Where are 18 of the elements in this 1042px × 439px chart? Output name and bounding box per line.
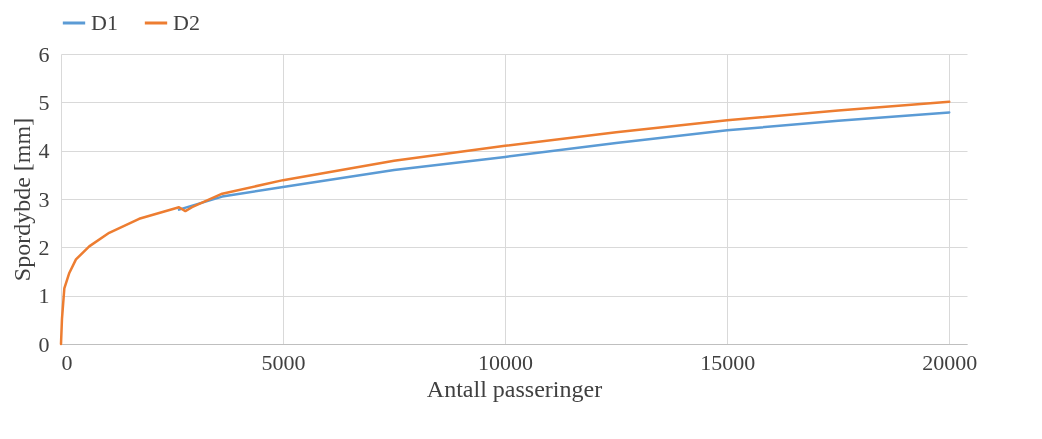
x-axis-title: Antall passeringer <box>426 375 603 402</box>
x-tick-label: 10000 <box>478 349 534 375</box>
x-tick-label: 20000 <box>922 349 978 375</box>
x-tick-label: 15000 <box>700 349 756 375</box>
legend-label: D1 <box>91 10 118 35</box>
line-series <box>59 100 951 346</box>
y-tick-label: 6 <box>38 41 50 67</box>
y-tick-label: 5 <box>38 89 50 115</box>
y-tick-label: 4 <box>38 138 50 164</box>
line-series <box>177 111 951 211</box>
y-axis-title: Spordybde [mm] <box>8 117 35 282</box>
legend-label: D2 <box>173 10 200 35</box>
y-tick-label: 2 <box>38 234 50 260</box>
x-tick-label: 0 <box>61 349 73 375</box>
y-tick-label: 3 <box>38 186 50 212</box>
y-tick-label: 0 <box>38 331 50 357</box>
x-tick-label: 5000 <box>261 349 306 375</box>
y-tick-label: 1 <box>38 283 50 309</box>
